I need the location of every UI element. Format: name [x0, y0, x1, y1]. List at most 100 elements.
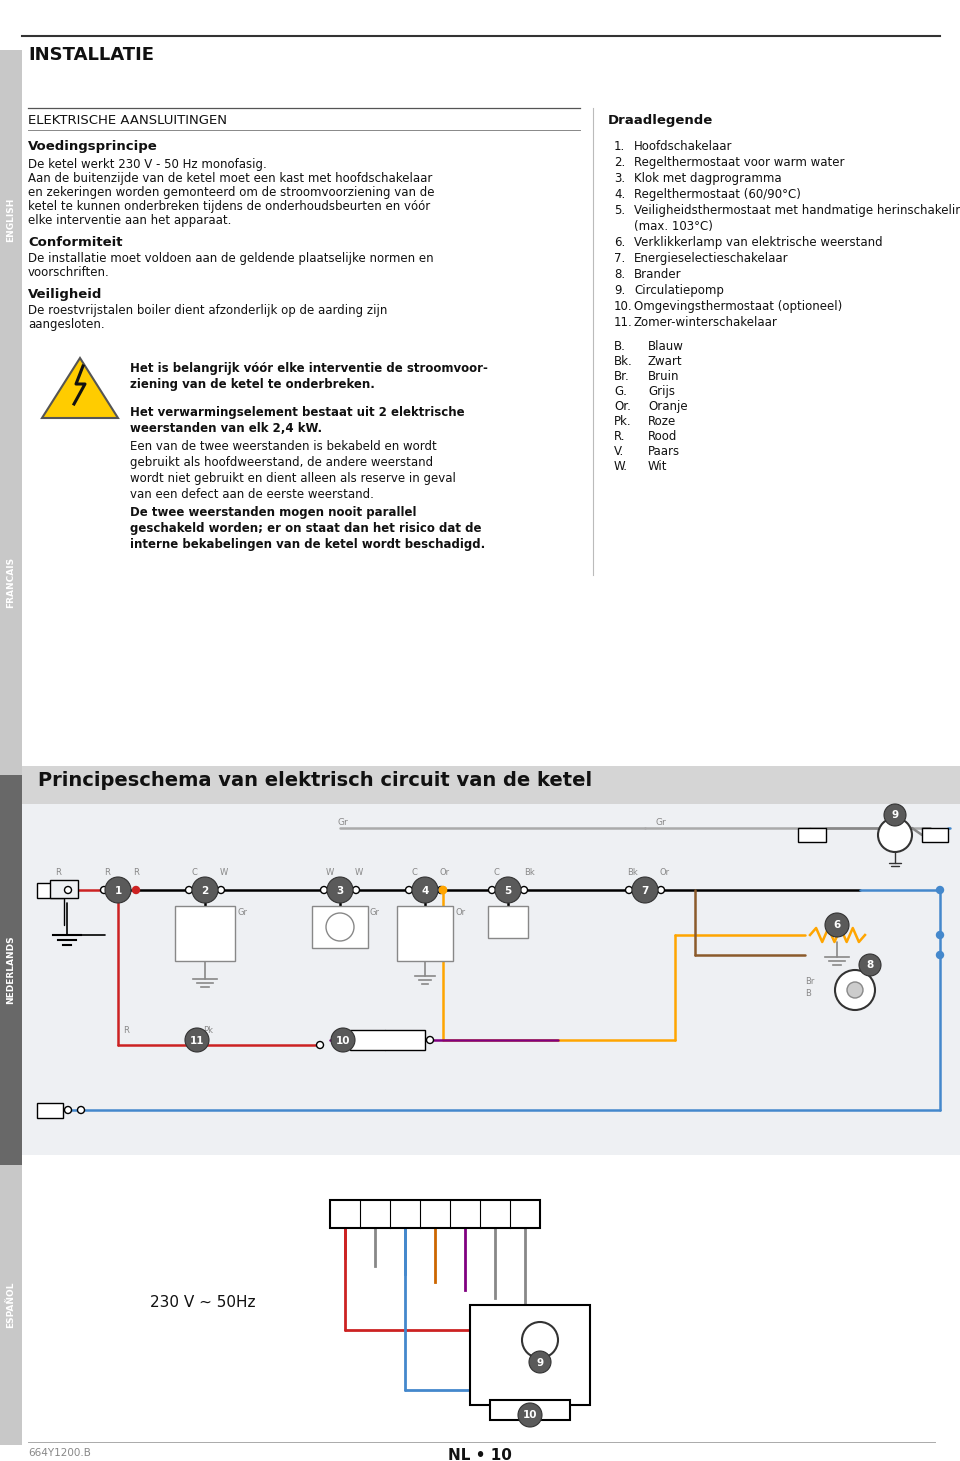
Text: 664Y1200.B: 664Y1200.B — [28, 1448, 91, 1458]
Circle shape — [529, 1351, 551, 1373]
Text: N: N — [401, 1204, 409, 1214]
Circle shape — [835, 970, 875, 1010]
Text: Or: Or — [455, 907, 466, 918]
Text: =: = — [371, 1204, 379, 1214]
Text: Zomer-winterschakelaar: Zomer-winterschakelaar — [634, 316, 778, 329]
Bar — [488, 906, 528, 938]
Bar — [397, 906, 453, 961]
Text: Circulatiepomp: Circulatiepomp — [634, 283, 724, 297]
Text: van een defect aan de eerste weerstand.: van een defect aan de eerste weerstand. — [130, 488, 373, 501]
Text: 8.: 8. — [614, 267, 625, 281]
Text: Klok met dagprogramma: Klok met dagprogramma — [634, 172, 781, 186]
Bar — [312, 906, 368, 948]
Bar — [330, 1199, 540, 1229]
Text: Grijs: Grijs — [648, 386, 675, 397]
Text: Pk.: Pk. — [614, 415, 632, 428]
Bar — [350, 1030, 425, 1050]
Text: 6.: 6. — [614, 237, 625, 248]
Bar — [490, 1400, 570, 1420]
Text: 9.: 9. — [614, 283, 625, 297]
Circle shape — [321, 887, 327, 894]
Circle shape — [327, 877, 353, 903]
Bar — [22, 1156, 960, 1435]
Circle shape — [440, 887, 446, 894]
Text: C: C — [411, 868, 417, 877]
Bar — [37, 1103, 63, 1118]
Circle shape — [426, 1036, 434, 1043]
Text: wordt niet gebruikt en dient alleen als reserve in geval: wordt niet gebruikt en dient alleen als … — [130, 472, 456, 485]
Circle shape — [192, 877, 218, 903]
Circle shape — [878, 818, 912, 852]
Text: L1: L1 — [339, 1204, 350, 1214]
Text: Br.: Br. — [614, 370, 630, 383]
Circle shape — [405, 887, 413, 894]
Text: Roze: Roze — [648, 415, 676, 428]
Circle shape — [185, 1029, 209, 1052]
Text: 10: 10 — [523, 1410, 538, 1420]
Text: voorschriften.: voorschriften. — [28, 266, 109, 279]
Text: Bk: Bk — [627, 868, 637, 877]
Polygon shape — [42, 358, 118, 418]
Text: T1: T1 — [429, 1204, 441, 1214]
Text: (max. 103°C): (max. 103°C) — [634, 221, 713, 232]
Text: Draadlegende: Draadlegende — [608, 114, 713, 127]
Text: 3: 3 — [336, 885, 344, 896]
Text: C: C — [494, 868, 500, 877]
Text: Regelthermostaat (60/90°C): Regelthermostaat (60/90°C) — [634, 188, 801, 202]
Bar — [0, 50, 22, 390]
Text: Oranje: Oranje — [648, 400, 687, 413]
Text: Rood: Rood — [648, 430, 678, 443]
Text: 11.: 11. — [614, 316, 633, 329]
Circle shape — [78, 1106, 84, 1113]
Text: B: B — [805, 989, 811, 998]
Text: B4: B4 — [518, 1204, 532, 1214]
Text: W: W — [220, 868, 228, 877]
Text: S3: S3 — [489, 1204, 501, 1214]
Circle shape — [522, 1322, 558, 1359]
Text: M: M — [534, 1332, 546, 1346]
Text: 6: 6 — [833, 920, 841, 931]
Text: R: R — [55, 868, 60, 877]
Text: B.: B. — [614, 340, 626, 354]
Circle shape — [495, 877, 521, 903]
Text: T2: T2 — [530, 1403, 542, 1411]
Text: gebruikt als hoofdweerstand, de andere weerstand: gebruikt als hoofdweerstand, de andere w… — [130, 456, 433, 469]
Text: weerstanden van elk 2,4 kW.: weerstanden van elk 2,4 kW. — [130, 422, 323, 435]
Circle shape — [218, 887, 225, 894]
Bar — [0, 1164, 22, 1445]
Text: M: M — [889, 827, 901, 840]
Text: G.: G. — [614, 386, 627, 397]
Text: Het is belangrijk vóór elke interventie de stroomvoor-: Het is belangrijk vóór elke interventie … — [130, 362, 488, 375]
Text: W.: W. — [614, 460, 628, 473]
Text: ENGLISH: ENGLISH — [7, 197, 15, 243]
Text: V.: V. — [614, 446, 624, 457]
Text: 2: 2 — [202, 885, 208, 896]
Text: 8: 8 — [866, 960, 874, 970]
Text: 9: 9 — [892, 811, 899, 821]
Circle shape — [132, 887, 139, 894]
Circle shape — [342, 1036, 348, 1043]
Text: Wit: Wit — [648, 460, 667, 473]
Text: Bk: Bk — [524, 868, 535, 877]
Text: Bk.: Bk. — [614, 355, 633, 368]
Text: ESPAÑOL: ESPAÑOL — [7, 1281, 15, 1328]
Text: C: C — [402, 912, 409, 920]
Text: +: + — [52, 880, 61, 890]
Circle shape — [847, 982, 863, 998]
Circle shape — [64, 1106, 71, 1113]
Text: Br: Br — [805, 977, 814, 986]
Bar — [22, 766, 960, 804]
Circle shape — [352, 887, 359, 894]
Text: Voedingsprincipe: Voedingsprincipe — [28, 140, 157, 153]
Text: Paars: Paars — [648, 446, 680, 457]
Text: Het verwarmingselement bestaat uit 2 elektrische: Het verwarmingselement bestaat uit 2 ele… — [130, 406, 465, 419]
Text: NL • 10: NL • 10 — [448, 1448, 512, 1461]
Text: ketel te kunnen onderbreken tijdens de onderhoudsbeurten en vóór: ketel te kunnen onderbreken tijdens de o… — [28, 200, 430, 213]
Circle shape — [64, 887, 71, 894]
Bar — [37, 882, 63, 897]
Text: t: t — [183, 941, 187, 951]
Text: Brander: Brander — [634, 267, 682, 281]
Text: geschakeld worden; er on staat dan het risico dat de: geschakeld worden; er on staat dan het r… — [130, 522, 482, 535]
Text: Regelthermostaat voor warm water: Regelthermostaat voor warm water — [634, 156, 845, 169]
Text: 9: 9 — [537, 1357, 543, 1367]
